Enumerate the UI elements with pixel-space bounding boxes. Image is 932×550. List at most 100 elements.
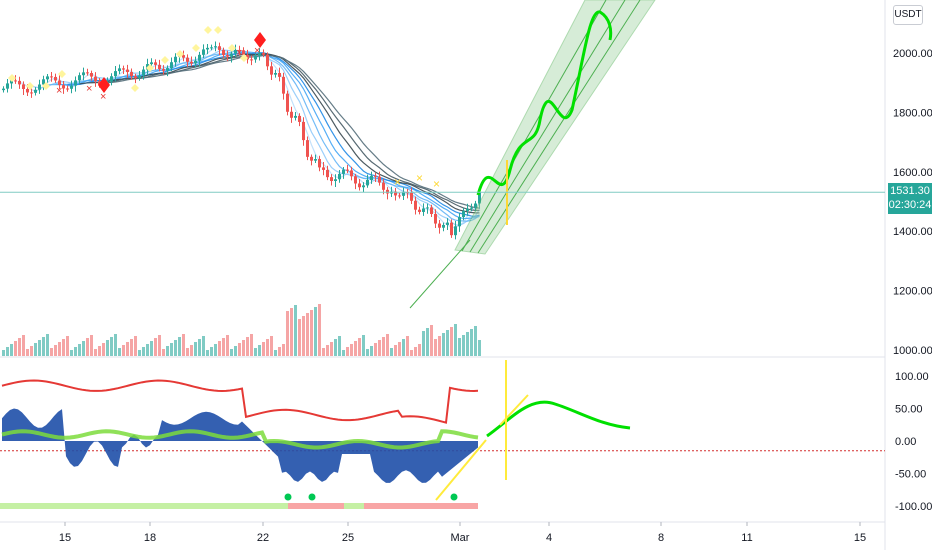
volume-bar [190, 345, 193, 356]
oscillator-pane [0, 360, 885, 509]
candle-body [130, 72, 133, 77]
last-price-badge: 1531.30 02:30:24 [888, 183, 932, 214]
axis-separator [0, 0, 886, 550]
currency-badge[interactable]: USDT [893, 5, 923, 25]
volume-bar [62, 339, 65, 356]
time-tick-label: 18 [144, 532, 156, 544]
candle-body [418, 209, 421, 212]
time-axis: 15 18 22 25 Mar 4 8 11 15 [59, 522, 866, 544]
candle-body [402, 192, 405, 196]
x-marker: × [433, 177, 440, 191]
candle-body [366, 179, 369, 186]
candle-body [138, 75, 141, 79]
yellow-diamond [176, 50, 184, 58]
candle-body [294, 115, 297, 118]
volume-bar [290, 308, 293, 356]
candle-body [306, 140, 309, 157]
volume-bar [50, 348, 53, 356]
candle-body [282, 76, 285, 94]
candle-body [470, 207, 473, 209]
candle-body [50, 76, 53, 78]
candle-body [254, 55, 257, 60]
trend-line [409, 239, 471, 309]
candle-body [66, 88, 69, 90]
osc-dot [450, 493, 458, 501]
yellow-diamond [161, 56, 169, 64]
candle-body [210, 47, 213, 49]
candle-body [258, 52, 261, 56]
price-tick-label: 2000.00 [893, 48, 932, 60]
volume-bar [186, 348, 189, 356]
candle-body [426, 207, 429, 209]
candle-body [438, 223, 441, 228]
volume-bar [146, 344, 149, 356]
volume-bar [238, 343, 241, 356]
candlesticks [2, 41, 481, 240]
candle-body [434, 214, 437, 224]
volume-bar [370, 346, 373, 356]
volume-bar [318, 304, 321, 356]
volume-bar [338, 336, 341, 356]
volume-bar [198, 339, 201, 356]
time-tick-label: 15 [854, 532, 866, 544]
volume-bar [102, 343, 105, 356]
yellow-diamond [146, 64, 154, 72]
volume-bar [346, 347, 349, 356]
volume-bar [166, 346, 169, 356]
volume-bar [446, 330, 449, 356]
candle-body [150, 62, 153, 65]
x-marker: × [394, 175, 401, 189]
candle-body [214, 46, 217, 48]
candle-body [170, 62, 173, 69]
projection-curve [476, 10, 613, 196]
volume-bar [386, 334, 389, 356]
countdown-value: 02:30:24 [888, 199, 932, 211]
volume-bar [94, 349, 97, 356]
candle-body [266, 54, 269, 67]
candle-body [206, 47, 209, 50]
yellow-diamond [58, 70, 66, 78]
candle-body [262, 52, 265, 55]
volume-bar [6, 347, 9, 356]
osc-tick-label: 0.00 [895, 436, 916, 448]
volume-bar [274, 350, 277, 356]
osc-strip [288, 503, 344, 509]
volume-bar [354, 341, 357, 356]
x-marker: × [416, 171, 423, 185]
volume-bar [358, 338, 361, 356]
time-tick-label: 11 [741, 532, 752, 544]
projection-channel[interactable] [409, 0, 656, 309]
volume-bar [106, 340, 109, 356]
candle-body [30, 92, 33, 94]
volume-bar [250, 334, 253, 356]
volume-bar [466, 332, 469, 356]
time-tick-label: Mar [451, 532, 470, 544]
candle-body [226, 55, 229, 57]
candle-body [174, 56, 177, 63]
volume-bar [158, 335, 161, 356]
volume-bar [122, 345, 125, 356]
candle-body [86, 72, 89, 74]
candle-body [462, 210, 465, 218]
volume-bar [342, 350, 345, 356]
volume-bar [462, 335, 465, 356]
yellow-diamond [131, 84, 139, 92]
volume-bar [42, 337, 45, 356]
candle-body [54, 76, 57, 81]
signal-markers: × × × × × × × × [8, 26, 440, 191]
volume-bar [230, 349, 233, 356]
channel-line [477, 0, 641, 254]
volume-bar [154, 338, 157, 356]
time-tick-label: 22 [257, 532, 269, 544]
volume-bar [450, 327, 453, 356]
candle-body [466, 208, 469, 211]
candle-body [58, 80, 61, 86]
yellow-diamond [240, 54, 248, 62]
candle-body [182, 55, 185, 58]
last-price-value: 1531.30 [890, 185, 930, 197]
volume-bar [478, 340, 481, 356]
osc-fast-line [1, 379, 479, 424]
volume-bar [162, 349, 165, 356]
volume-bar [254, 348, 257, 356]
